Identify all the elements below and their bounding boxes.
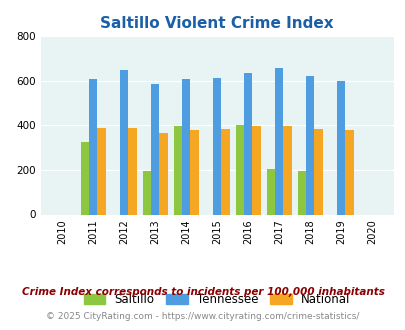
Bar [305,76,313,215]
Bar [159,133,167,214]
Bar [345,130,353,214]
Bar [190,130,198,214]
Bar [252,126,260,214]
Bar [97,128,106,214]
Bar [313,129,322,214]
Bar [283,126,291,214]
Legend: Saltillo, Tennessee, National: Saltillo, Tennessee, National [79,288,354,311]
Bar [213,78,221,214]
Text: © 2025 CityRating.com - https://www.cityrating.com/crime-statistics/: © 2025 CityRating.com - https://www.city… [46,312,359,321]
Bar [128,128,136,214]
Bar [81,142,89,214]
Bar [266,169,274,214]
Text: Crime Index corresponds to incidents per 100,000 inhabitants: Crime Index corresponds to incidents per… [21,287,384,297]
Bar [89,79,97,214]
Bar [243,73,252,215]
Bar [235,125,243,214]
Bar [142,171,151,214]
Bar [297,171,305,214]
Bar [221,129,229,214]
Title: Saltillo Violent Crime Index: Saltillo Violent Crime Index [100,16,333,31]
Bar [173,126,181,214]
Bar [274,68,283,215]
Bar [120,70,128,214]
Bar [151,84,159,214]
Bar [336,81,345,214]
Bar [181,79,190,214]
